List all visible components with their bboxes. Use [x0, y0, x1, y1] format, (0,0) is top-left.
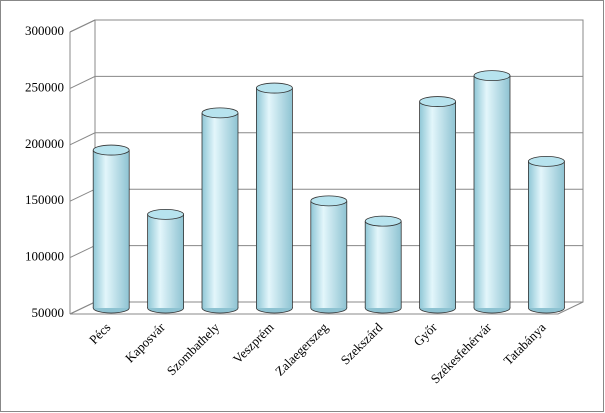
grid-line	[69, 19, 583, 33]
y-tick-label: 250000	[25, 79, 64, 94]
bar-top	[255, 82, 293, 94]
y-tick-label: 50000	[32, 305, 65, 320]
y-tick-label: 150000	[25, 192, 64, 207]
bar-top	[528, 155, 565, 167]
bar	[528, 161, 565, 308]
bar	[147, 214, 184, 308]
grid-line	[69, 75, 583, 89]
bar-top	[201, 107, 239, 119]
bar-top	[419, 96, 457, 107]
bar	[202, 112, 238, 308]
bar	[365, 221, 402, 308]
bar-top	[364, 215, 402, 227]
bar	[310, 200, 347, 308]
bar-top	[310, 195, 348, 207]
bar-top	[92, 144, 130, 156]
y-tick-label: 100000	[25, 249, 64, 264]
bar	[474, 75, 510, 308]
bar	[419, 101, 456, 309]
bar-top	[147, 208, 185, 220]
y-tick-label: 300000	[25, 23, 64, 38]
y-tick-label: 200000	[25, 136, 64, 151]
bar	[93, 150, 130, 308]
bar-top	[473, 70, 511, 82]
bar	[256, 88, 293, 308]
